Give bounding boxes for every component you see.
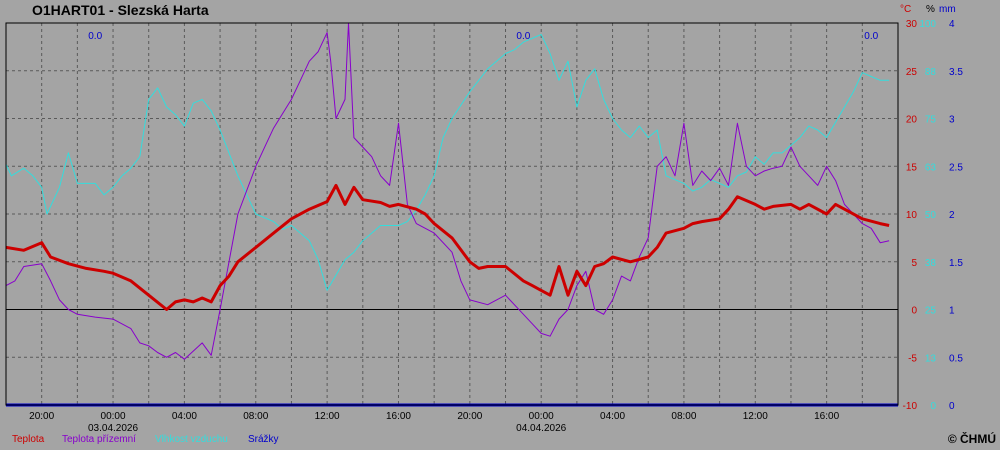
- x-tick-label: 08:00: [243, 411, 268, 422]
- unit-humidity: %: [926, 4, 935, 15]
- y-tick-precipitation: 1: [949, 306, 955, 317]
- precipitation-total-label: 0.0: [864, 31, 878, 42]
- x-tick-label: 12:00: [743, 411, 768, 422]
- y-tick-temperature: 0: [911, 306, 917, 317]
- x-tick-label: 04:00: [172, 411, 197, 422]
- y-tick-temperature: 10: [906, 210, 918, 221]
- y-tick-temperature: 5: [911, 258, 917, 269]
- x-tick-label: 04:00: [600, 411, 625, 422]
- legend-vlhkost: Vlhkost vzduchu: [155, 434, 228, 445]
- y-tick-temperature: 25: [906, 67, 918, 78]
- legend-srazky: Srážky: [248, 434, 279, 445]
- copyright: © ČHMÚ: [947, 432, 996, 446]
- y-tick-humidity: 75: [925, 115, 937, 126]
- y-tick-precipitation: 0.5: [949, 353, 963, 364]
- y-tick-precipitation: 2: [949, 210, 955, 221]
- chart-title: O1HART01 - Slezská Harta: [32, 2, 209, 18]
- y-axis-temperature: 30 25 20 15 10 5 0 -5 -10: [903, 19, 918, 412]
- x-tick-label: 08:00: [671, 411, 696, 422]
- y-tick-humidity: 88: [925, 67, 937, 78]
- y-tick-humidity: 100: [919, 19, 936, 30]
- unit-temperature: °C: [900, 4, 912, 15]
- y-tick-temperature: 15: [906, 162, 918, 173]
- precipitation-total-label: 0.0: [516, 31, 530, 42]
- y-tick-humidity: 38: [925, 258, 937, 269]
- y-tick-precipitation: 0: [949, 401, 955, 412]
- x-tick-label: 00:00: [101, 411, 126, 422]
- x-tick-label: 20:00: [29, 411, 54, 422]
- precipitation-total-label: 0.0: [88, 31, 102, 42]
- y-tick-temperature: -10: [903, 401, 918, 412]
- x-tick-label: 16:00: [386, 411, 411, 422]
- precipitation-totals: 0.0 0.0 0.0: [88, 31, 878, 42]
- y-axis-humidity: 100 88 75 63 50 38 25 13 0: [919, 19, 936, 412]
- x-tick-label: 12:00: [315, 411, 340, 422]
- y-tick-humidity: 25: [925, 306, 937, 317]
- y-tick-precipitation: 3: [949, 115, 955, 126]
- y-tick-temperature: 20: [906, 115, 918, 126]
- y-tick-humidity: 13: [925, 353, 937, 364]
- y-tick-temperature: -5: [908, 353, 917, 364]
- y-tick-precipitation: 3.5: [949, 67, 963, 78]
- series-line-3: [5, 34, 890, 291]
- series-line-1: [5, 183, 890, 311]
- x-tick-date: 04.04.2026: [516, 423, 566, 434]
- unit-precipitation: mm: [939, 4, 956, 15]
- y-tick-humidity: 63: [925, 162, 937, 173]
- y-axis-precipitation: 4 3.5 3 2.5 2 1.5 1 0.5 0: [949, 19, 963, 412]
- y-tick-precipitation: 4: [949, 19, 955, 30]
- x-tick-label: 20:00: [457, 411, 482, 422]
- y-tick-precipitation: 2.5: [949, 162, 963, 173]
- y-tick-humidity: 0: [930, 401, 936, 412]
- x-tick-label: 16:00: [814, 411, 839, 422]
- plot-frame: [5, 22, 899, 406]
- legend-teplota: Teplota: [12, 434, 45, 445]
- y-tick-precipitation: 1.5: [949, 258, 963, 269]
- y-tick-humidity: 50: [925, 210, 937, 221]
- series-line-2: [5, 22, 890, 360]
- x-tick-date: 03.04.2026: [88, 423, 138, 434]
- x-tick-label: 00:00: [529, 411, 554, 422]
- y-tick-temperature: 30: [906, 19, 918, 30]
- legend-teplota-prizemni: Teplota přízemní: [62, 434, 136, 445]
